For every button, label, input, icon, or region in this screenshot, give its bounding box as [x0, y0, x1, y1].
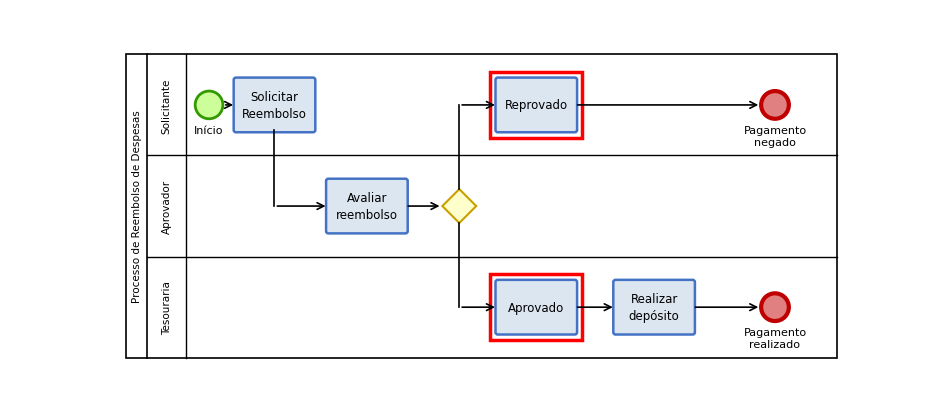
FancyBboxPatch shape	[613, 280, 695, 335]
Text: Realizar
depósito: Realizar depósito	[629, 292, 680, 322]
Text: Pagamento
negado: Pagamento negado	[744, 126, 807, 147]
FancyBboxPatch shape	[496, 280, 577, 335]
Bar	[490, 73, 582, 138]
FancyBboxPatch shape	[496, 79, 577, 133]
Text: Tesouraria: Tesouraria	[162, 281, 172, 334]
Text: Início: Início	[194, 126, 223, 136]
Polygon shape	[442, 190, 476, 223]
Circle shape	[195, 92, 223, 119]
Text: Aprovado: Aprovado	[508, 301, 564, 314]
Text: Pagamento
realizado: Pagamento realizado	[744, 327, 807, 349]
FancyBboxPatch shape	[326, 179, 408, 234]
Text: Processo de Reembolso de Despesas: Processo de Reembolso de Despesas	[131, 110, 142, 303]
Circle shape	[762, 294, 789, 321]
FancyBboxPatch shape	[234, 79, 316, 133]
Text: Reprovado: Reprovado	[505, 99, 568, 112]
Text: Avaliar
reembolso: Avaliar reembolso	[336, 191, 398, 222]
Text: Aprovador: Aprovador	[162, 180, 172, 234]
Circle shape	[762, 92, 789, 119]
Text: Solicitar
Reembolso: Solicitar Reembolso	[242, 91, 307, 121]
Text: Solicitante: Solicitante	[162, 78, 172, 133]
Bar	[490, 275, 582, 340]
